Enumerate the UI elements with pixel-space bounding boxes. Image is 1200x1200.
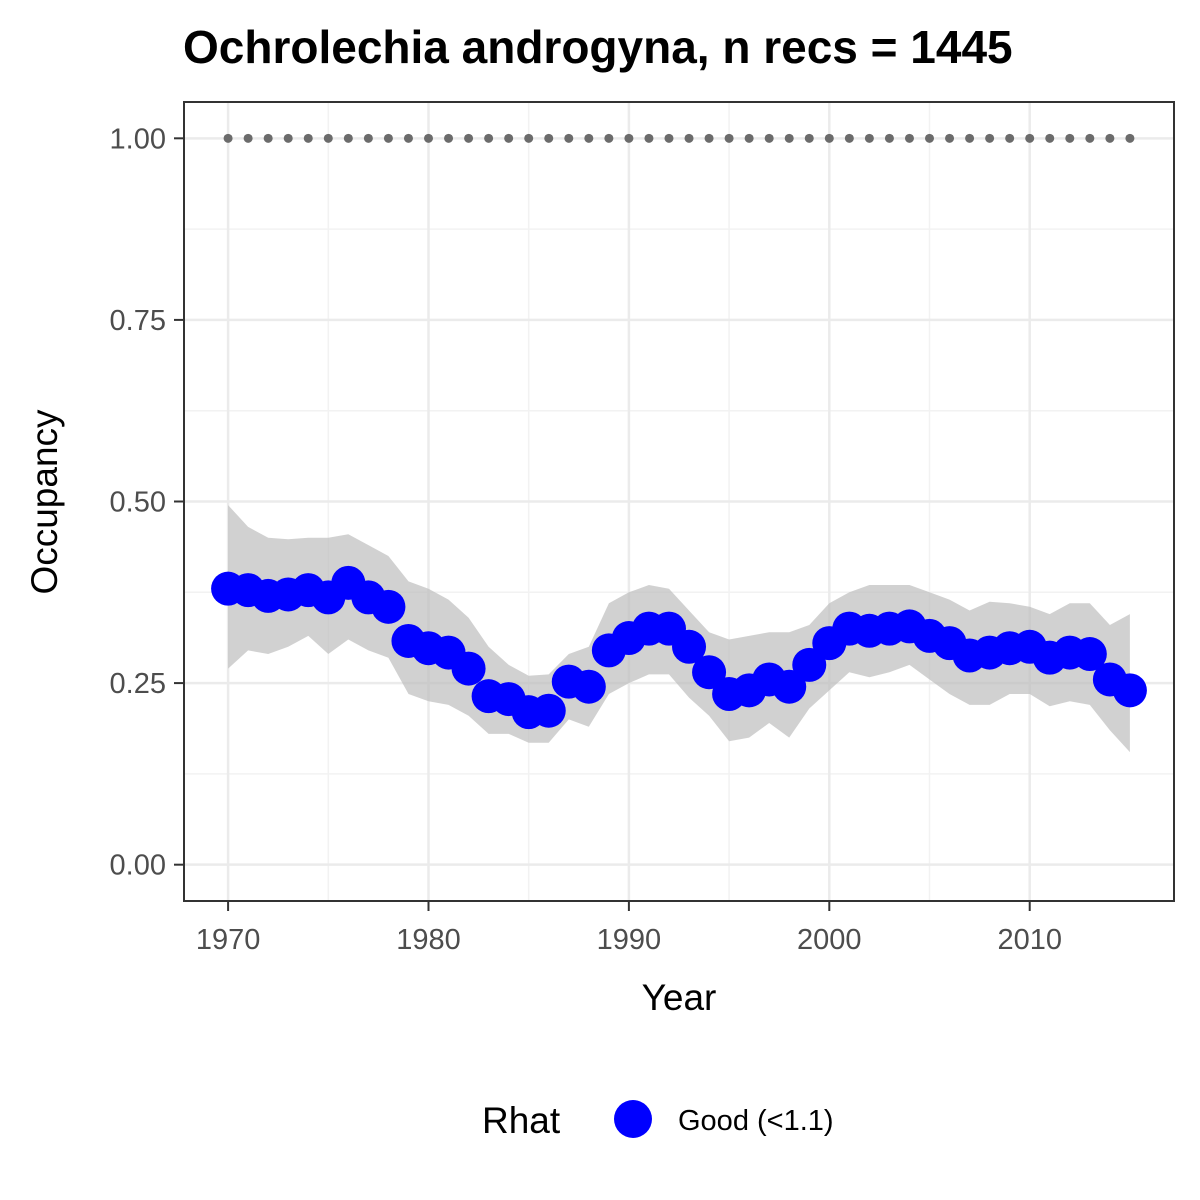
reference-point	[1025, 133, 1035, 143]
reference-point	[544, 133, 554, 143]
reference-point	[303, 133, 313, 143]
reference-point	[864, 133, 874, 143]
reference-point	[704, 133, 714, 143]
occupancy-point	[371, 589, 406, 624]
reference-point	[1085, 133, 1095, 143]
x-tick-label: 1970	[196, 924, 261, 956]
occupancy-point	[451, 651, 486, 686]
reference-point	[1105, 133, 1115, 143]
reference-point	[644, 133, 654, 143]
y-tick-label: 0.50	[110, 487, 166, 519]
x-axis-ticks: 1970 1980 1990 2000 2010	[196, 901, 1062, 956]
reference-point	[223, 133, 233, 143]
reference-point	[764, 133, 774, 143]
reference-point	[604, 133, 614, 143]
reference-point	[724, 133, 734, 143]
reference-point	[784, 133, 794, 143]
reference-point	[363, 133, 373, 143]
reference-point	[1125, 133, 1135, 143]
reference-point	[965, 133, 975, 143]
reference-point	[524, 133, 534, 143]
y-tick-label: 0.25	[110, 668, 166, 700]
reference-points	[223, 133, 1135, 143]
reference-point	[504, 133, 514, 143]
occupancy-point	[692, 655, 727, 690]
reference-point	[985, 133, 995, 143]
occupancy-point	[1112, 673, 1147, 708]
reference-point	[844, 133, 854, 143]
y-axis-title: Occupancy	[24, 409, 65, 595]
reference-point	[664, 133, 674, 143]
reference-point	[403, 133, 413, 143]
occupancy-point	[1072, 637, 1107, 672]
reference-point	[945, 133, 955, 143]
reference-point	[343, 133, 353, 143]
x-tick-label: 2000	[797, 924, 862, 956]
legend-title: Rhat	[482, 1100, 561, 1141]
occupancy-points	[211, 565, 1147, 730]
x-tick-label: 1980	[396, 924, 461, 956]
y-axis-ticks: 0.00 0.25 0.50 0.75 1.00	[110, 123, 184, 882]
x-tick-label: 2010	[997, 924, 1062, 956]
reference-point	[584, 133, 594, 143]
reference-point	[484, 133, 494, 143]
reference-point	[884, 133, 894, 143]
reference-point	[283, 133, 293, 143]
reference-point	[624, 133, 634, 143]
legend: Rhat Good (<1.1)	[482, 1100, 834, 1141]
legend-label-good: Good (<1.1)	[678, 1105, 834, 1137]
reference-point	[263, 133, 273, 143]
reference-point	[243, 133, 253, 143]
reference-point	[464, 133, 474, 143]
reference-point	[1045, 133, 1055, 143]
chart-title: Ochrolechia androgyna, n recs = 1445	[183, 21, 1013, 73]
reference-point	[564, 133, 574, 143]
reference-point	[824, 133, 834, 143]
reference-point	[744, 133, 754, 143]
occupancy-point	[571, 669, 606, 704]
reference-point	[383, 133, 393, 143]
y-tick-label: 0.00	[110, 850, 166, 882]
reference-point	[1005, 133, 1015, 143]
reference-point	[1065, 133, 1075, 143]
x-axis-title: Year	[642, 977, 717, 1018]
occupancy-point	[672, 629, 707, 664]
occupancy-point	[531, 693, 566, 728]
reference-point	[684, 133, 694, 143]
occupancy-point	[792, 647, 827, 682]
reference-point	[444, 133, 454, 143]
legend-key-good	[614, 1100, 652, 1138]
y-tick-label: 1.00	[110, 123, 166, 155]
occupancy-point	[772, 669, 807, 704]
y-tick-label: 0.75	[110, 305, 166, 337]
reference-point	[804, 133, 814, 143]
reference-point	[925, 133, 935, 143]
x-tick-label: 1990	[597, 924, 662, 956]
reference-point	[904, 133, 914, 143]
reference-point	[323, 133, 333, 143]
reference-point	[423, 133, 433, 143]
